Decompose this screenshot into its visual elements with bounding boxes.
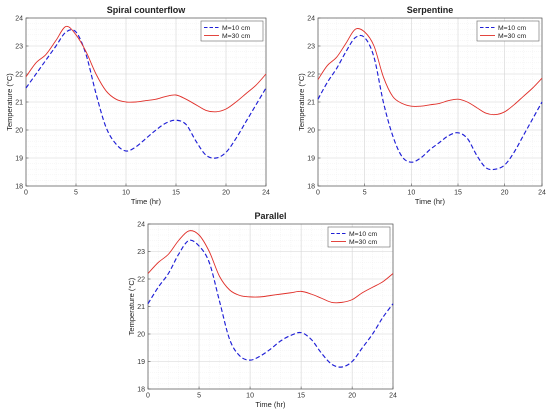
y-tick-label: 18	[15, 183, 23, 190]
y-tick-label: 21	[137, 304, 145, 311]
legend-entry: M=10 cm	[498, 25, 526, 32]
y-tick-label: 22	[15, 71, 23, 78]
legend: M=10 cmM=30 cm	[200, 20, 264, 42]
x-tick-label: 24	[389, 393, 397, 400]
legend-entry: M=10 cm	[222, 25, 250, 32]
series-line-m-30-cm	[317, 28, 543, 116]
x-tick-label: 0	[146, 393, 150, 400]
grid-lines	[25, 17, 267, 187]
legend-entry: M=30 cm	[222, 33, 250, 40]
x-tick-label: 20	[348, 393, 356, 400]
y-tick-label: 20	[137, 331, 145, 338]
y-axis-label: Temperature (°C)	[127, 277, 136, 335]
x-tick-label: 24	[538, 190, 546, 197]
y-tick-label: 18	[307, 183, 315, 190]
chart-panel: 18 19 20 21 22 23 24 0 5 10 15 20 24 Spiral counterfl…	[5, 5, 270, 206]
grid-lines	[317, 17, 543, 187]
x-axis-label: Time (hr)	[415, 197, 446, 206]
x-tick-label: 15	[172, 190, 180, 197]
legend-entry: M=10 cm	[349, 231, 377, 238]
x-tick-label: 5	[197, 393, 201, 400]
series-line-m-10-cm	[147, 239, 394, 368]
x-tick-label: 10	[122, 190, 130, 197]
y-tick-label: 24	[15, 15, 23, 22]
series-line-m-30-cm	[147, 230, 394, 304]
x-tick-label: 20	[501, 190, 509, 197]
x-tick-label: 0	[24, 190, 28, 197]
y-tick-label: 24	[307, 15, 315, 22]
y-tick-label: 21	[307, 99, 315, 106]
legend-entry: M=30 cm	[498, 33, 526, 40]
y-tick-label: 20	[15, 127, 23, 134]
y-tick-label: 19	[137, 359, 145, 366]
y-tick-label: 18	[137, 386, 145, 393]
legend-box	[200, 20, 264, 42]
x-tick-label: 0	[316, 190, 320, 197]
legend-box	[476, 20, 540, 42]
y-tick-label: 20	[307, 127, 315, 134]
y-tick-label: 19	[307, 155, 315, 162]
chart-title: Serpentine	[407, 5, 454, 15]
legend: M=10 cmM=30 cm	[327, 226, 391, 248]
series-line-m-30-cm	[25, 25, 267, 113]
x-tick-label: 20	[222, 190, 230, 197]
y-tick-label: 23	[15, 43, 23, 50]
y-tick-label: 22	[307, 71, 315, 78]
x-tick-label: 5	[74, 190, 78, 197]
x-tick-label: 10	[246, 393, 254, 400]
x-axis-label: Time (hr)	[131, 197, 162, 206]
x-tick-label: 24	[262, 190, 270, 197]
x-tick-label: 15	[297, 393, 305, 400]
x-tick-label: 15	[454, 190, 462, 197]
chart-panel: 18 19 20 21 22 23 24 0 5 10 15 20 24 Parallel Time (hr…	[127, 211, 397, 409]
series-line-m-10-cm	[317, 34, 543, 171]
x-tick-label: 5	[363, 190, 367, 197]
legend-box	[327, 226, 391, 248]
y-tick-label: 21	[15, 99, 23, 106]
chart-title: Parallel	[254, 211, 286, 221]
x-tick-label: 10	[407, 190, 415, 197]
y-axis-label: Temperature (°C)	[297, 73, 306, 131]
y-tick-label: 19	[15, 155, 23, 162]
y-tick-label: 22	[137, 276, 145, 283]
legend: M=10 cmM=30 cm	[476, 20, 540, 42]
legend-entry: M=30 cm	[349, 239, 377, 246]
y-tick-label: 24	[137, 221, 145, 228]
chart-panel: 18 19 20 21 22 23 24 0 5 10 15 20 24 Serpentine Time (…	[297, 5, 546, 206]
x-axis-label: Time (hr)	[255, 400, 286, 409]
y-tick-label: 23	[307, 43, 315, 50]
y-axis-label: Temperature (°C)	[5, 73, 14, 131]
chart-title: Spiral counterflow	[107, 5, 187, 15]
y-tick-label: 23	[137, 249, 145, 256]
